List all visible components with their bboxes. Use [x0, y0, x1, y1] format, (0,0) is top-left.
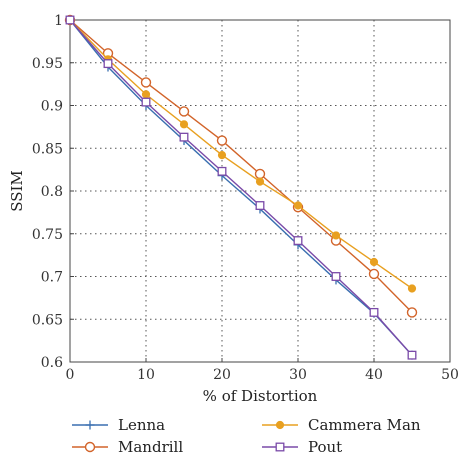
- y-tick-label: 1: [54, 13, 63, 29]
- legend-label: Pout: [308, 438, 342, 456]
- y-tick-label: 0.85: [32, 141, 63, 157]
- data-point-mandrill: [254, 168, 266, 180]
- data-point-pout: [65, 15, 75, 25]
- legend-item-cammera-man: Cammera Man: [262, 416, 421, 434]
- data-point-pout: [179, 132, 189, 142]
- legend-label: Lenna: [118, 416, 165, 434]
- data-point-pout: [255, 201, 265, 210]
- series-pout: [65, 15, 417, 360]
- legend-marker: [84, 441, 96, 453]
- y-tick-label: 0.6: [41, 355, 63, 371]
- y-tick-label: 0.95: [32, 56, 63, 72]
- series-mandrill: [64, 14, 418, 318]
- x-tick-label: 0: [66, 367, 75, 383]
- data-point-pout: [103, 59, 113, 69]
- data-point-cammera-man: [179, 120, 189, 129]
- y-tick-label: 0.9: [41, 99, 63, 115]
- data-point-pout: [407, 350, 417, 360]
- data-point-cammera-man: [369, 257, 379, 267]
- y-tick-label: 0.8: [41, 184, 63, 200]
- x-tick-label: 40: [365, 367, 383, 383]
- data-point-cammera-man: [407, 284, 417, 293]
- legend-label: Cammera Man: [308, 416, 421, 434]
- data-point-cammera-man: [331, 231, 341, 240]
- series-cammera-man: [65, 15, 417, 293]
- axis-ticks: 0 10 20 30 40 50 0.6 0.65 0.7 0.75 0.8 0.85 0.9 0.95 1: [32, 13, 459, 383]
- x-axis-label: % of Distortion: [203, 387, 318, 405]
- data-point-mandrill: [406, 307, 418, 318]
- y-axis-label: SSIM: [8, 170, 26, 212]
- series-line-mandrill: [69, 19, 413, 313]
- data-point-pout: [369, 307, 379, 317]
- legend-item-lenna: Lenna: [72, 416, 165, 434]
- data-point-pout: [217, 166, 227, 176]
- data-point-cammera-man: [255, 177, 265, 186]
- y-tick-label: 0.65: [32, 312, 63, 328]
- legend: Lenna Mandrill Cammera Man Pout: [72, 416, 421, 456]
- legend-marker: [275, 442, 285, 452]
- legend-item-pout: Pout: [262, 438, 342, 456]
- y-tick-label: 0.75: [32, 227, 63, 243]
- data-point-pout: [293, 236, 303, 246]
- x-tick-label: 20: [213, 367, 231, 383]
- x-tick-label: 30: [289, 367, 307, 383]
- x-tick-label: 50: [441, 367, 459, 383]
- data-point-mandrill: [178, 106, 190, 117]
- data-point-pout: [331, 272, 341, 281]
- legend-label: Mandrill: [118, 438, 183, 456]
- data-point-mandrill: [140, 77, 152, 88]
- data-point-mandrill: [368, 268, 380, 280]
- data-point-cammera-man: [217, 150, 227, 160]
- grid-lines: [70, 20, 450, 362]
- legend-marker: [275, 420, 285, 430]
- y-tick-label: 0.7: [41, 270, 63, 286]
- legend-marker: [85, 420, 95, 430]
- x-tick-label: 10: [137, 367, 155, 383]
- series-line-pout: [69, 19, 413, 356]
- data-point-cammera-man: [141, 90, 151, 99]
- data-point-pout: [141, 97, 151, 107]
- legend-item-mandrill: Mandrill: [72, 438, 183, 456]
- series-line-lenna: [69, 19, 413, 356]
- data-point-mandrill: [216, 135, 228, 146]
- series-line-cammera-man: [69, 19, 413, 290]
- data-point-cammera-man: [293, 201, 303, 210]
